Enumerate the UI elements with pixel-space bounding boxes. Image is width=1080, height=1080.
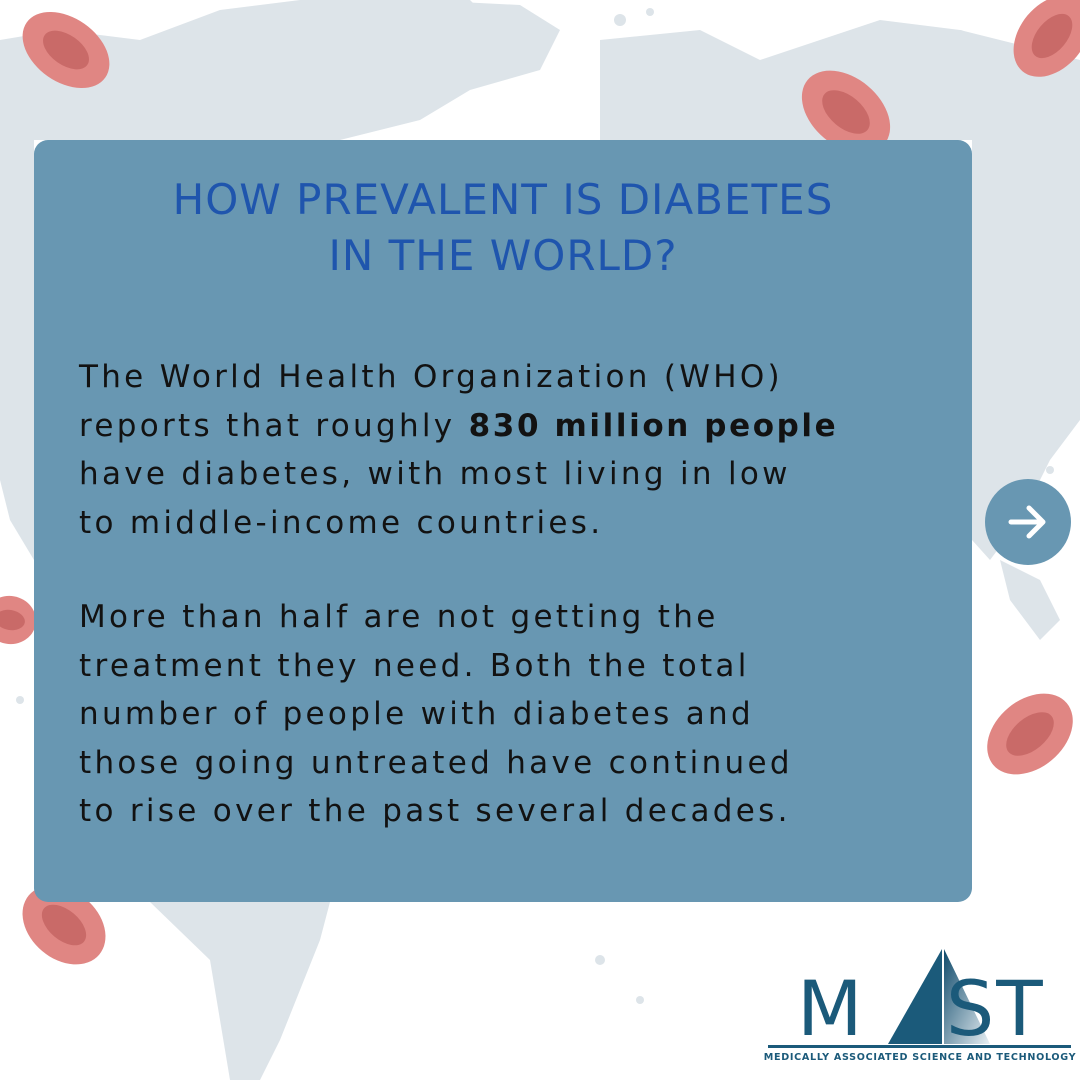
mast-logo-icon	[888, 949, 990, 1044]
logo-divider	[768, 1045, 1071, 1048]
paragraph-line: to rise over the past several decades.	[79, 793, 791, 829]
arrow-right-icon	[1008, 505, 1046, 539]
highlighted-statistic: 830 million people	[468, 407, 839, 444]
paragraph-line-prefix: reports that roughly	[79, 407, 469, 444]
paragraph-line: have diabetes, with most living in low	[79, 456, 791, 492]
map-island-greenland	[340, 0, 500, 80]
paragraph-line: number of people with diabetes and	[79, 696, 754, 732]
paragraph-line: treatment they need. Both the total	[79, 647, 750, 684]
paragraph-line: More than half are not getting the	[79, 599, 719, 635]
logo-letter-m: M	[797, 964, 863, 1053]
blood-cell-icon	[1013, 0, 1080, 77]
who-statistic-paragraph: The World Health Organization (WHO) repo…	[79, 353, 939, 547]
blood-cell-icon	[0, 595, 36, 645]
title-line-1: HOW PREVALENT IS DIABETES	[172, 175, 834, 224]
map-continent-south-america	[150, 902, 330, 1080]
title-line-2: IN THE WORLD?	[328, 231, 678, 280]
paragraph-line: to middle-income countries.	[79, 504, 604, 541]
blood-cell-icon	[22, 11, 110, 89]
map-peninsula	[1000, 560, 1060, 640]
logo-letters-st: ST	[946, 964, 1045, 1053]
next-slide-button[interactable]	[985, 479, 1071, 565]
blood-cell-icon	[22, 885, 106, 965]
blood-cell-icon	[801, 70, 891, 154]
paragraph-line: The World Health Organization (WHO)	[79, 359, 783, 395]
blood-cell-icon	[987, 693, 1073, 775]
map-coast-west	[0, 140, 34, 560]
content-card	[34, 140, 972, 902]
blood-cell-group	[0, 0, 1080, 965]
page-title: HOW PREVALENT IS DIABETES IN THE WORLD?	[34, 172, 972, 284]
paragraph-line: those going untreated have continued	[79, 744, 793, 781]
logo-tagline: MEDICALLY ASSOCIATED SCIENCE AND TECHNOL…	[763, 1052, 1077, 1063]
paragraph-line: reports that roughly 830 million people	[79, 402, 939, 451]
treatment-paragraph: More than half are not getting the treat…	[79, 593, 939, 836]
map-continent-asia-east	[972, 140, 1080, 560]
